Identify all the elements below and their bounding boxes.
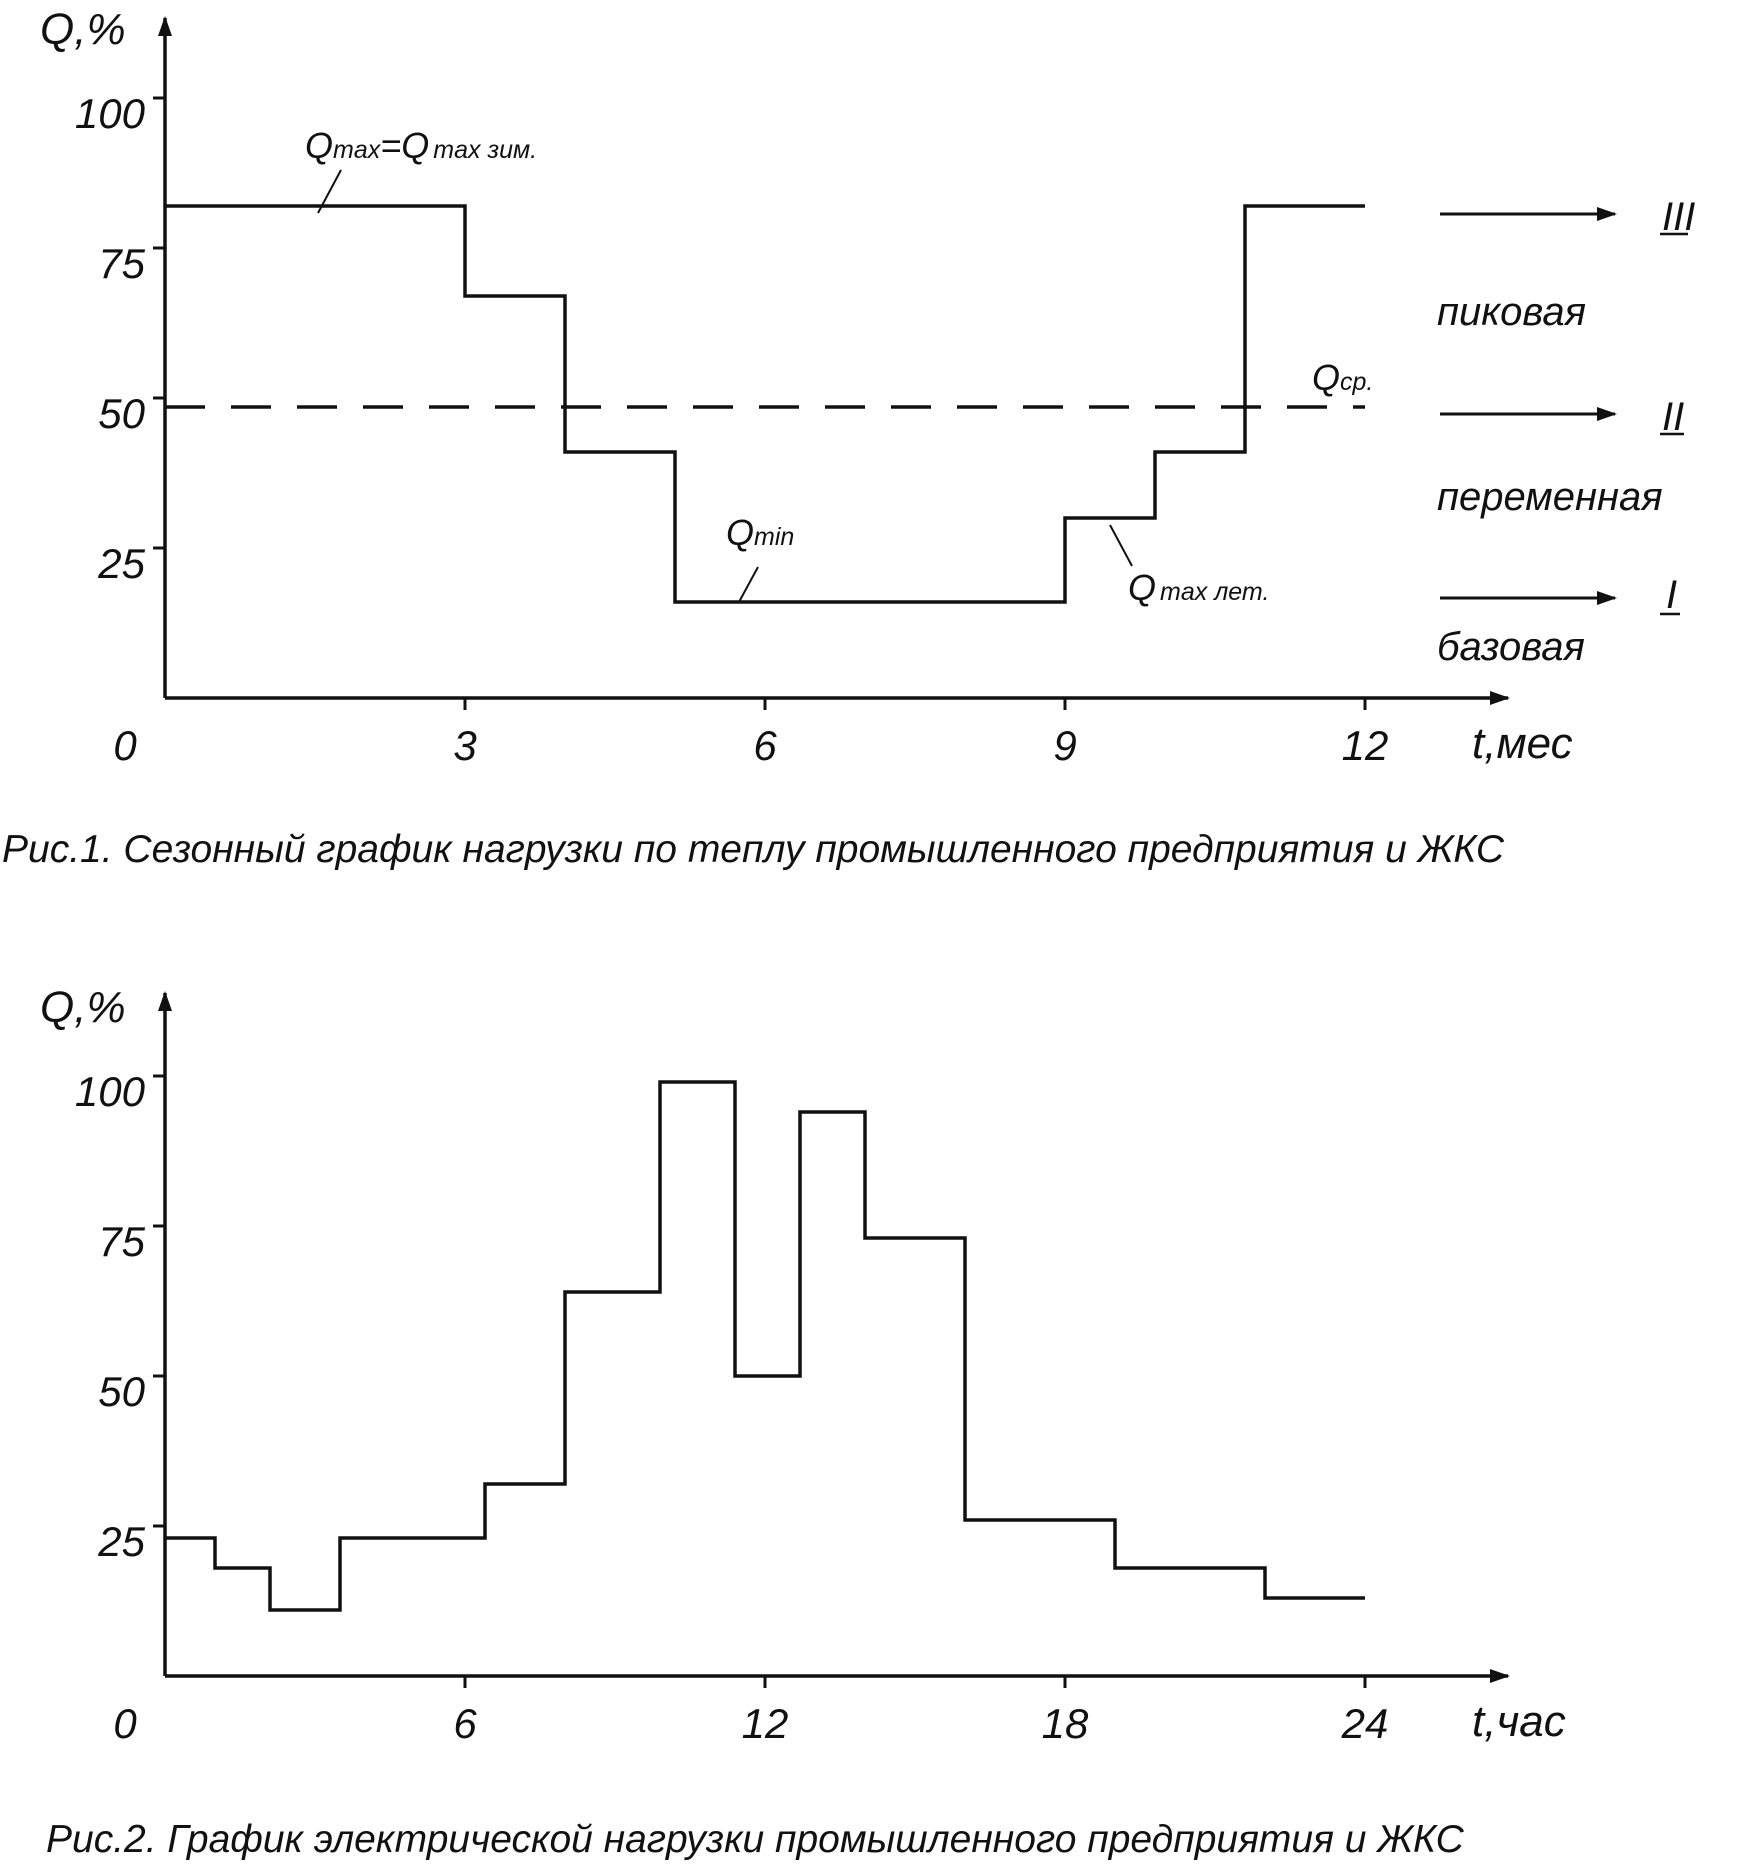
chart-2-x-ticks: 0 6 12 18 24 bbox=[113, 1676, 1388, 1747]
chart-1-caption: Рис.1. Сезонный график нагрузки по теплу… bbox=[2, 828, 1505, 871]
zone-peak: III пиковая bbox=[1437, 195, 1695, 334]
annotation-qmin-leader bbox=[738, 566, 759, 603]
chart-1-y-tick-label: 75 bbox=[98, 240, 145, 287]
annotation-qmax-leader bbox=[317, 169, 342, 214]
chart-1-x-tick-label: 3 bbox=[453, 722, 476, 769]
chart-2-y-tick-label: 75 bbox=[98, 1218, 145, 1265]
chart-1-y-ticks: 25 50 75 100 bbox=[75, 90, 165, 587]
annotation-qavg-label: Qср. bbox=[1312, 357, 1373, 398]
annotation-qsummer-leader bbox=[1109, 524, 1133, 567]
chart-2-caption: Рис.2. График электрической нагрузки про… bbox=[46, 1818, 1465, 1861]
chart-2-series-load bbox=[165, 1080, 1365, 1612]
chart-2-x-tick-label: 12 bbox=[742, 1700, 789, 1747]
annotation-qmax: Qmax=Q max зим. bbox=[305, 125, 537, 214]
annotation-qmax-label: Qmax=Q max зим. bbox=[305, 125, 537, 166]
chart-1-series-load bbox=[165, 204, 1365, 604]
chart-1-y-tick-label: 50 bbox=[98, 390, 145, 437]
zone-peak-label: пиковая bbox=[1437, 290, 1586, 334]
chart-2-y-ticks: 25 50 75 100 bbox=[75, 1068, 165, 1565]
chart-1-y-axis-title: Q,% bbox=[40, 5, 126, 54]
zone-base-marker: I bbox=[1666, 573, 1677, 617]
chart-1-x-ticks: 0 3 6 9 12 bbox=[113, 698, 1388, 769]
chart-1-x-tick-label: 12 bbox=[1342, 722, 1389, 769]
chart-1-x-tick-label: 0 bbox=[113, 722, 137, 769]
chart-2-x-tick-label: 18 bbox=[1042, 1700, 1089, 1747]
annotation-qmin: Qmin bbox=[726, 512, 794, 603]
chart-2: 25 50 75 100 0 6 12 18 24 Q,% t,час Рис.2. Граф… bbox=[40, 983, 1566, 1861]
zone-base: I базовая bbox=[1437, 573, 1680, 669]
chart-1-x-tick-label: 6 bbox=[753, 722, 777, 769]
chart-2-x-axis-title: t,час bbox=[1472, 1697, 1566, 1746]
zone-base-label: базовая bbox=[1437, 625, 1585, 669]
annotation-qavg: Qср. bbox=[1312, 357, 1373, 398]
zone-peak-marker: III bbox=[1662, 195, 1695, 239]
chart-2-x-tick-label: 0 bbox=[113, 1700, 137, 1747]
chart-2-y-tick-label: 25 bbox=[97, 1518, 145, 1565]
chart-1-y-tick-label: 100 bbox=[75, 90, 146, 137]
chart-2-x-tick-label: 24 bbox=[1341, 1700, 1389, 1747]
chart-1: 25 50 75 100 0 3 6 9 12 Q,% t,мес Qmax=Q max зим… bbox=[2, 5, 1695, 871]
chart-2-y-tick-label: 50 bbox=[98, 1368, 145, 1415]
zone-variable-label: переменная bbox=[1437, 475, 1663, 519]
chart-2-y-axis-title: Q,% bbox=[40, 983, 126, 1032]
chart-2-x-tick-label: 6 bbox=[453, 1700, 477, 1747]
chart-1-y-tick-label: 25 bbox=[97, 540, 145, 587]
zone-variable-marker: II bbox=[1662, 395, 1684, 439]
chart-1-x-tick-label: 9 bbox=[1053, 722, 1076, 769]
chart-1-x-axis-title: t,мес bbox=[1472, 719, 1573, 768]
annotation-qmin-label: Qmin bbox=[726, 512, 794, 553]
zone-variable: II переменная bbox=[1437, 395, 1684, 519]
chart-2-y-tick-label: 100 bbox=[75, 1068, 146, 1115]
